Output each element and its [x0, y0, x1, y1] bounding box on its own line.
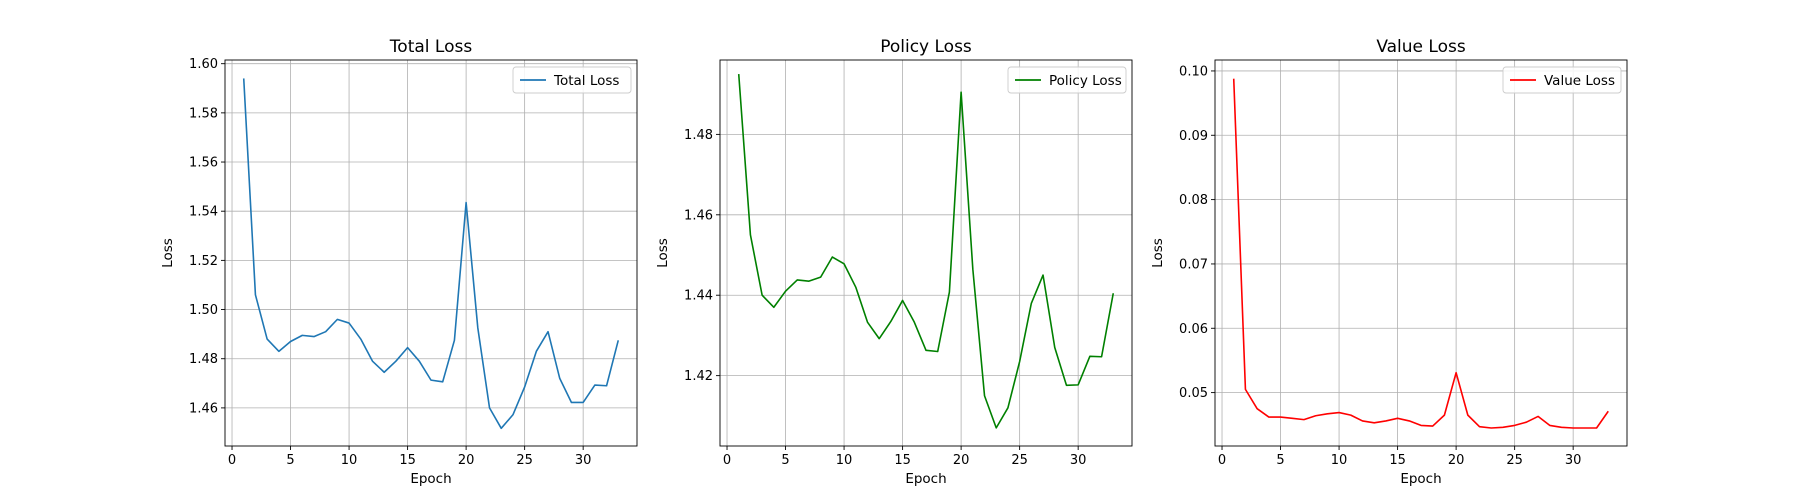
axes-frame: [224, 59, 638, 447]
x-tick-label: 10: [1331, 453, 1348, 468]
y-tick-label: 1.44: [684, 289, 713, 304]
chart-title: Value Loss: [1376, 37, 1466, 57]
y-tick-label: 1.52: [189, 254, 218, 269]
y-tick-label: 1.60: [189, 57, 218, 72]
x-tick-label: 25: [516, 453, 533, 468]
y-axis-label: Loss: [655, 238, 671, 268]
y-tick-label: 0.05: [1179, 386, 1208, 401]
x-tick-label: 25: [1011, 453, 1028, 468]
legend-label: Total Loss: [553, 73, 619, 89]
x-tick-label: 25: [1506, 453, 1523, 468]
x-tick-label: 30: [1070, 453, 1087, 468]
legend: Total Loss: [512, 66, 632, 94]
y-tick-label: 1.42: [684, 369, 713, 384]
chart-panel-1: 0 5 10 15 20 25 30 1.46 1.48 1.50 1.52 1.54 1.56 1.58…: [160, 37, 638, 487]
y-axis-label: Loss: [1150, 238, 1166, 268]
legend-box: [1502, 66, 1622, 94]
axes-frame: [719, 59, 1133, 447]
x-tick-label: 10: [836, 453, 853, 468]
y-tick-label: 1.54: [189, 205, 218, 220]
chart-panel-2: 0 5 10 15 20 25 30 1.42 1.44 1.46 1.48 Policy Loss E…: [655, 37, 1133, 487]
axes-frame: [1214, 59, 1628, 447]
x-tick-label: 5: [781, 453, 789, 468]
y-tick-label: 1.46: [189, 401, 218, 416]
legend-box: [512, 66, 632, 94]
x-tick-label: 15: [894, 453, 911, 468]
x-tick-label: 5: [286, 453, 294, 468]
x-axis-label: Epoch: [905, 471, 946, 487]
y-tick-label: 1.58: [189, 106, 218, 121]
x-axis-label: Epoch: [410, 471, 451, 487]
series-line-1: [737, 74, 1115, 429]
legend: Value Loss: [1502, 66, 1622, 94]
x-axis-label: Epoch: [1400, 471, 1441, 487]
y-tick-label: 0.10: [1179, 64, 1208, 79]
y-tick-label: 0.09: [1179, 129, 1208, 144]
y-axis-label: Loss: [160, 238, 176, 268]
x-tick-label: 0: [723, 453, 731, 468]
x-tick-label: 20: [953, 453, 970, 468]
y-tick-label: 0.06: [1179, 322, 1208, 337]
legend-label: Policy Loss: [1049, 73, 1122, 89]
x-tick-label: 30: [575, 453, 592, 468]
x-tick-label: 20: [1448, 453, 1465, 468]
x-tick-label: 30: [1565, 453, 1582, 468]
x-tick-label: 15: [1389, 453, 1406, 468]
y-tick-label: 1.48: [189, 352, 218, 367]
x-tick-label: 5: [1276, 453, 1284, 468]
x-tick-label: 0: [1218, 453, 1226, 468]
y-tick-label: 1.56: [189, 156, 218, 171]
chart-title: Total Loss: [389, 37, 473, 57]
legend-label: Value Loss: [1544, 73, 1615, 89]
chart-panel-3: 0 5 10 15 20 25 30 0.05 0.06 0.07 0.08 0.09 0.10 Valu…: [1150, 37, 1628, 487]
legend-box: [1007, 66, 1127, 94]
y-tick-label: 0.07: [1179, 257, 1208, 272]
x-tick-label: 0: [228, 453, 236, 468]
series-line-1: [242, 78, 620, 430]
y-tick-label: 1.46: [684, 208, 713, 223]
x-tick-label: 15: [399, 453, 416, 468]
y-tick-label: 1.50: [189, 303, 218, 318]
x-tick-label: 10: [341, 453, 358, 468]
legend: Policy Loss: [1007, 66, 1127, 94]
chart-title: Policy Loss: [880, 37, 972, 57]
x-tick-label: 20: [458, 453, 475, 468]
y-tick-label: 0.08: [1179, 193, 1208, 208]
y-tick-label: 1.48: [684, 128, 713, 143]
series-line-1: [1232, 78, 1609, 429]
